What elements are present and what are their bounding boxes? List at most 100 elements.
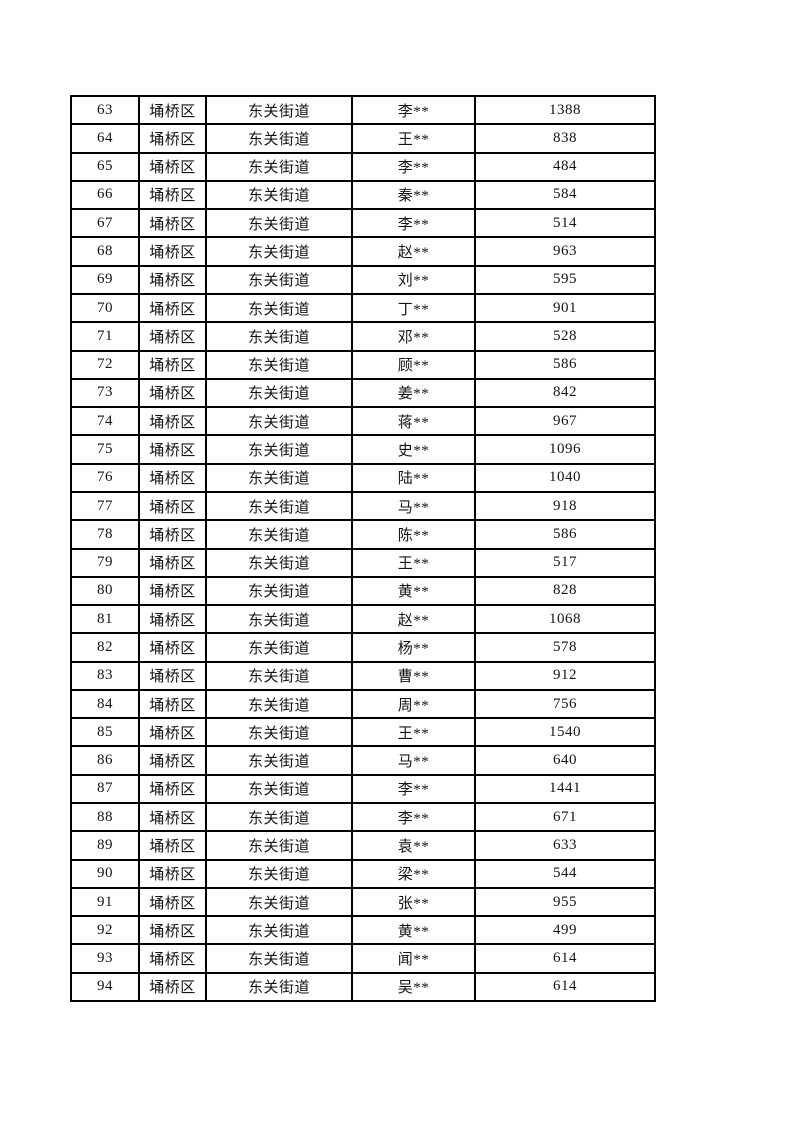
row-number-cell: 64 bbox=[70, 123, 140, 154]
table-row: 68 埇桥区 东关街道 赵** 963 bbox=[70, 236, 656, 267]
subdistrict-cell: 东关街道 bbox=[205, 490, 353, 522]
masked-name-cell: 曹** bbox=[351, 660, 476, 691]
subdistrict-cell: 东关街道 bbox=[205, 604, 353, 635]
masked-name-cell: 邓** bbox=[351, 321, 476, 352]
row-number-cell: 82 bbox=[70, 632, 140, 663]
subdistrict-cell: 东关街道 bbox=[205, 688, 353, 720]
table-row: 69 埇桥区 东关街道 刘** 595 bbox=[70, 264, 656, 295]
subdistrict-cell: 东关街道 bbox=[205, 886, 353, 918]
district-cell: 埇桥区 bbox=[138, 264, 207, 295]
value-cell: 514 bbox=[474, 208, 656, 239]
table-row: 80 埇桥区 东关街道 黄** 828 bbox=[70, 575, 656, 607]
value-cell: 901 bbox=[474, 292, 656, 324]
table-row: 76 埇桥区 东关街道 陆** 1040 bbox=[70, 462, 656, 493]
row-number-cell: 67 bbox=[70, 208, 140, 239]
district-cell: 埇桥区 bbox=[138, 717, 207, 748]
masked-name-cell: 杨** bbox=[351, 632, 476, 663]
value-cell: 614 bbox=[474, 943, 656, 974]
value-cell: 963 bbox=[474, 236, 656, 267]
subdistrict-cell: 东关街道 bbox=[205, 802, 353, 833]
table-row: 72 埇桥区 东关街道 顾** 586 bbox=[70, 349, 656, 380]
masked-name-cell: 梁** bbox=[351, 858, 476, 889]
subdistrict-cell: 东关街道 bbox=[205, 208, 353, 239]
table-row: 71 埇桥区 东关街道 邓** 528 bbox=[70, 321, 656, 352]
subdistrict-cell: 东关街道 bbox=[205, 830, 353, 861]
subdistrict-cell: 东关街道 bbox=[205, 434, 353, 465]
table-row: 63 埇桥区 东关街道 李** 1388 bbox=[70, 94, 656, 126]
row-number-cell: 66 bbox=[70, 179, 140, 211]
masked-name-cell: 吴** bbox=[351, 971, 476, 1003]
table-row: 70 埇桥区 东关街道 丁** 901 bbox=[70, 292, 656, 324]
subdistrict-cell: 东关街道 bbox=[205, 547, 353, 578]
row-number-cell: 69 bbox=[70, 264, 140, 295]
district-cell: 埇桥区 bbox=[138, 632, 207, 663]
district-cell: 埇桥区 bbox=[138, 406, 207, 437]
row-number-cell: 68 bbox=[70, 236, 140, 267]
subdistrict-cell: 东关街道 bbox=[205, 94, 353, 126]
value-cell: 967 bbox=[474, 406, 656, 437]
value-cell: 955 bbox=[474, 886, 656, 918]
table-row: 94 埇桥区 东关街道 吴** 614 bbox=[70, 971, 656, 1003]
table-row: 87 埇桥区 东关街道 李** 1441 bbox=[70, 773, 656, 805]
row-number-cell: 63 bbox=[70, 94, 140, 126]
table-row: 89 埇桥区 东关街道 袁** 633 bbox=[70, 830, 656, 861]
value-cell: 528 bbox=[474, 321, 656, 352]
row-number-cell: 86 bbox=[70, 745, 140, 776]
masked-name-cell: 李** bbox=[351, 208, 476, 239]
value-cell: 484 bbox=[474, 151, 656, 182]
subdistrict-cell: 东关街道 bbox=[205, 406, 353, 437]
subdistrict-cell: 东关街道 bbox=[205, 971, 353, 1003]
row-number-cell: 84 bbox=[70, 688, 140, 720]
subdistrict-cell: 东关街道 bbox=[205, 236, 353, 267]
subdistrict-cell: 东关街道 bbox=[205, 377, 353, 409]
value-cell: 584 bbox=[474, 179, 656, 211]
masked-name-cell: 姜** bbox=[351, 377, 476, 409]
subdistrict-cell: 东关街道 bbox=[205, 264, 353, 295]
masked-name-cell: 黄** bbox=[351, 915, 476, 946]
district-cell: 埇桥区 bbox=[138, 858, 207, 889]
row-number-cell: 94 bbox=[70, 971, 140, 1003]
district-cell: 埇桥区 bbox=[138, 123, 207, 154]
masked-name-cell: 黄** bbox=[351, 575, 476, 607]
value-cell: 578 bbox=[474, 632, 656, 663]
table-row: 79 埇桥区 东关街道 王** 517 bbox=[70, 547, 656, 578]
masked-name-cell: 李** bbox=[351, 802, 476, 833]
district-cell: 埇桥区 bbox=[138, 462, 207, 493]
table-row: 73 埇桥区 东关街道 姜** 842 bbox=[70, 377, 656, 409]
table-row: 93 埇桥区 东关街道 闻** 614 bbox=[70, 943, 656, 974]
district-cell: 埇桥区 bbox=[138, 575, 207, 607]
table-row: 88 埇桥区 东关街道 李** 671 bbox=[70, 802, 656, 833]
district-cell: 埇桥区 bbox=[138, 349, 207, 380]
district-cell: 埇桥区 bbox=[138, 660, 207, 691]
masked-name-cell: 马** bbox=[351, 490, 476, 522]
subdistrict-cell: 东关街道 bbox=[205, 123, 353, 154]
subdistrict-cell: 东关街道 bbox=[205, 179, 353, 211]
value-cell: 544 bbox=[474, 858, 656, 889]
district-cell: 埇桥区 bbox=[138, 547, 207, 578]
row-number-cell: 72 bbox=[70, 349, 140, 380]
row-number-cell: 88 bbox=[70, 802, 140, 833]
table-row: 82 埇桥区 东关街道 杨** 578 bbox=[70, 632, 656, 663]
table-row: 81 埇桥区 东关街道 赵** 1068 bbox=[70, 604, 656, 635]
table-row: 92 埇桥区 东关街道 黄** 499 bbox=[70, 915, 656, 946]
row-number-cell: 87 bbox=[70, 773, 140, 805]
value-cell: 671 bbox=[474, 802, 656, 833]
table-row: 91 埇桥区 东关街道 张** 955 bbox=[70, 886, 656, 918]
value-cell: 1040 bbox=[474, 462, 656, 493]
masked-name-cell: 秦** bbox=[351, 179, 476, 211]
value-cell: 1540 bbox=[474, 717, 656, 748]
row-number-cell: 70 bbox=[70, 292, 140, 324]
masked-name-cell: 刘** bbox=[351, 264, 476, 295]
district-cell: 埇桥区 bbox=[138, 519, 207, 550]
table-row: 66 埇桥区 东关街道 秦** 584 bbox=[70, 179, 656, 211]
masked-name-cell: 周** bbox=[351, 688, 476, 720]
district-cell: 埇桥区 bbox=[138, 292, 207, 324]
table-row: 85 埇桥区 东关街道 王** 1540 bbox=[70, 717, 656, 748]
subdistrict-cell: 东关街道 bbox=[205, 575, 353, 607]
district-cell: 埇桥区 bbox=[138, 434, 207, 465]
row-number-cell: 73 bbox=[70, 377, 140, 409]
table-row: 75 埇桥区 东关街道 史** 1096 bbox=[70, 434, 656, 465]
subdistrict-cell: 东关街道 bbox=[205, 462, 353, 493]
district-cell: 埇桥区 bbox=[138, 490, 207, 522]
